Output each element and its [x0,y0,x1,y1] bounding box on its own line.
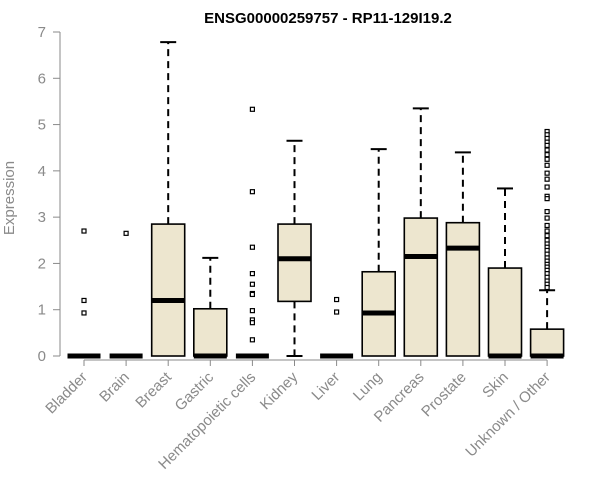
x-tick-label: Breast [132,368,175,411]
outlier-point [249,106,255,112]
box-group [403,107,439,357]
x-tick-label: Lung [350,369,386,405]
y-axis-label: Expression [1,161,18,235]
outlier-point [544,208,550,215]
box-group [109,230,143,359]
box-iqr [445,221,481,357]
outlier-point [249,281,255,287]
box-iqr [193,307,228,357]
x-tick-label: Liver [308,369,343,404]
outlier-point [334,309,340,315]
box-iqr [403,217,439,357]
box-iqr [487,267,523,357]
box-group [445,151,481,357]
outlier-point [249,244,255,250]
y-tick-label: 0 [38,348,46,365]
outlier-point [123,230,129,236]
x-tick-label: Prostate [418,369,470,421]
outlier-point [249,320,255,326]
outlier-point [249,337,255,343]
outlier-point [544,176,550,182]
y-tick-label: 3 [38,209,46,226]
outlier-point [249,271,255,277]
box-group [67,228,101,359]
outlier-point [249,308,255,314]
outlier-point [544,162,550,168]
box-iqr [277,223,312,303]
outlier-point [544,284,550,291]
outlier-point [544,147,550,153]
box-group [235,106,269,359]
x-tick-label: Brain [96,369,133,406]
box-group [277,139,312,357]
y-tick-label: 4 [38,163,46,180]
outlier-point [544,196,550,202]
box-group [150,41,186,357]
y-tick-label: 7 [38,24,46,41]
outlier-point [81,310,87,316]
outlier-point [81,297,87,304]
outlier-point [544,156,550,162]
outlier-point [544,215,550,221]
box-iqr [529,328,565,357]
outlier-point [544,228,550,234]
outlier-point [249,189,255,195]
outlier-point [81,228,87,234]
box-group [529,128,565,359]
box-group [193,256,228,359]
outlier-point [249,291,255,298]
y-tick-label: 6 [38,70,46,87]
outlier-point [544,233,550,239]
x-tick-label: Bladder [42,369,91,418]
y-tick-label: 1 [38,302,46,319]
x-tick-label: Skin [479,369,512,402]
y-tick-label: 2 [38,255,46,272]
box-group [361,148,397,357]
chart-title: ENSG00000259757 - RP11-129I19.2 [204,10,452,27]
box-group [320,296,354,359]
box-iqr [150,223,186,357]
box-group [487,187,523,359]
outlier-point [544,222,550,229]
outlier-point [544,184,550,190]
outlier-point [544,170,550,176]
y-axis: 0 1 2 3 4 5 6 7 [38,24,61,365]
outlier-point [544,142,550,148]
outlier-point [544,152,550,158]
y-tick-label: 5 [38,117,46,134]
plot-area [67,41,565,359]
x-tick-label: Kidney [257,368,302,413]
outlier-point [334,296,340,303]
